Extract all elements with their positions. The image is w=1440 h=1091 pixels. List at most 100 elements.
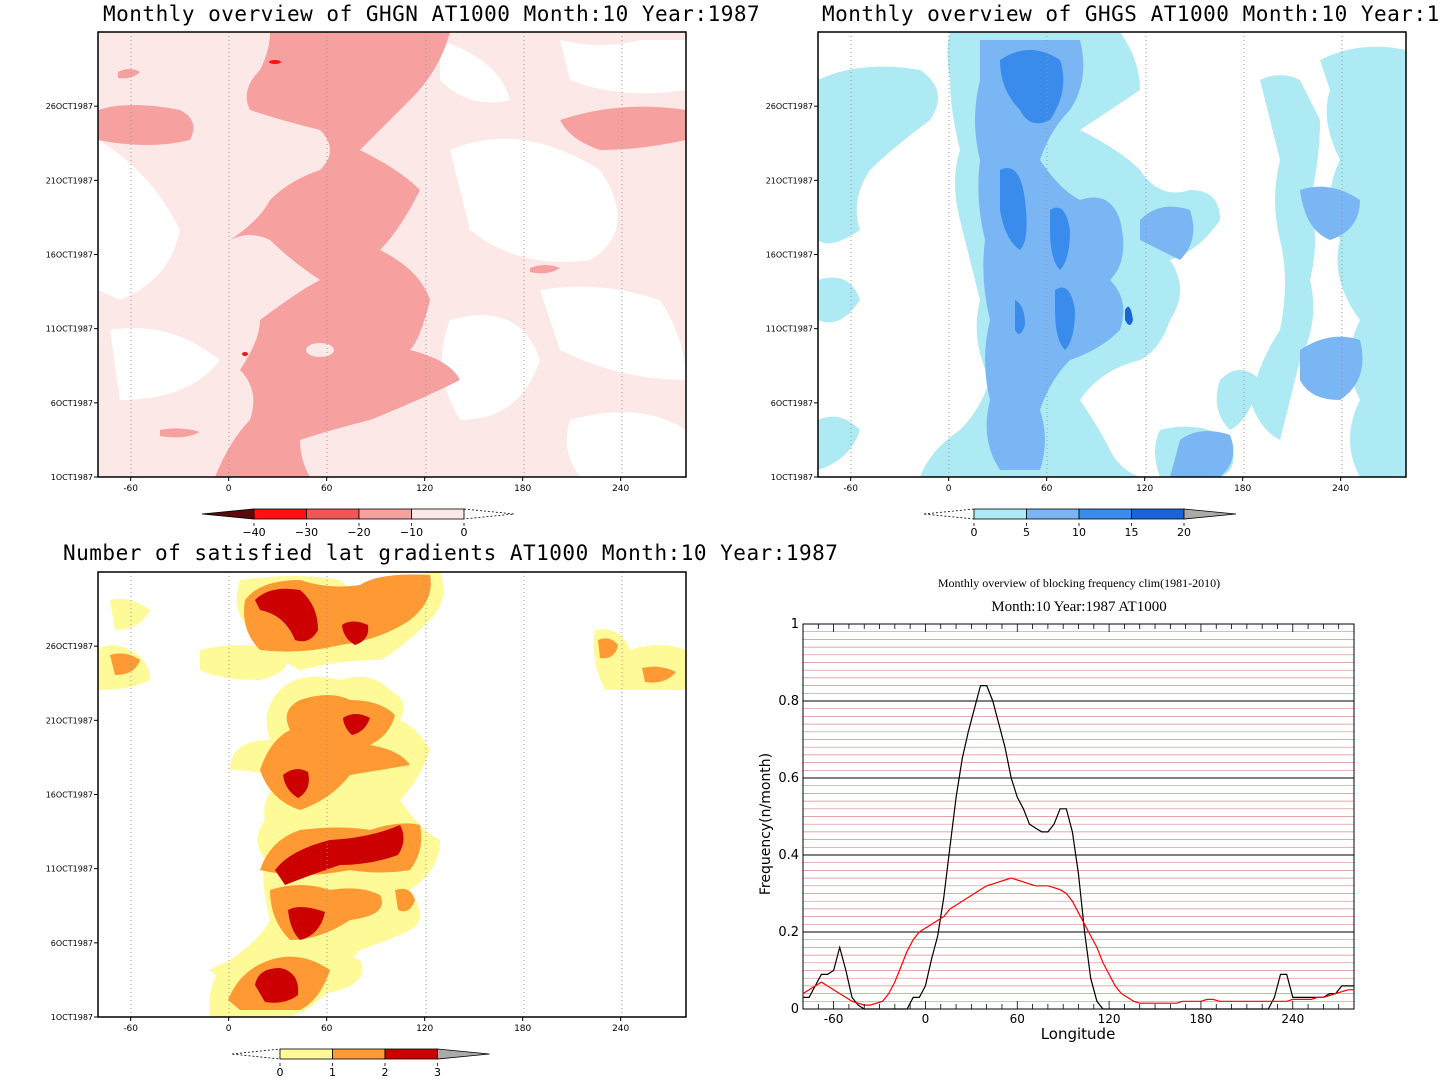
ghgn-heatmap: -60 0 60 120 180 240 1OCT1987 6OCT1987 11OCT1987…: [46, 31, 687, 539]
x-tick-label: 0: [226, 484, 232, 494]
y-tick-label: 0.2: [778, 925, 799, 940]
ghgs-title: Monthly overview of GHGS AT1000 Month:10…: [822, 2, 1440, 26]
y-tick-label: 0: [791, 1002, 799, 1017]
x-tick-label: 240: [612, 484, 629, 494]
colorbar-segment: [411, 508, 465, 520]
x-tick-label: 120: [416, 1024, 433, 1034]
y-tick-label: 16OCT1987: [46, 791, 93, 800]
x-tick-label: 180: [1189, 1012, 1212, 1026]
colorbar-right-arrow: [463, 508, 515, 520]
y-tick-label: 1OCT1987: [51, 1013, 93, 1022]
y-tick-label: 11OCT1987: [766, 325, 813, 334]
y-tick-label: 0.8: [778, 694, 799, 709]
colorbar-label: −30: [295, 526, 318, 539]
colorbar-segment: [1078, 508, 1132, 520]
x-tick-label: 60: [1010, 1012, 1025, 1026]
panel-ghgs: Monthly overview of GHGS AT1000 Month:10…: [720, 0, 1440, 540]
colorbar-segment: [1026, 508, 1080, 520]
y-tick-label: 6OCT1987: [51, 939, 93, 948]
panel-freq: Monthly overview of blocking frequency c…: [720, 540, 1440, 1091]
colorbar-right-arrow: [437, 1048, 490, 1060]
colorbar-left-arrow: [201, 508, 255, 520]
freq-title: Monthly overview of blocking frequency c…: [938, 576, 1220, 590]
x-tick-label: -60: [123, 484, 138, 494]
lat-axes: -60 0 60 120 180 240 1OCT1987 6OCT1987 11OCT1987…: [46, 642, 630, 1034]
x-tick-label: 120: [1098, 1012, 1121, 1026]
x-tick-label: 120: [416, 484, 433, 494]
colorbar-left-arrow: [923, 508, 975, 520]
colorbar-label: 20: [1177, 526, 1191, 539]
freq-ylabel: Frequency(n/month): [758, 753, 774, 895]
y-tick-label: 21OCT1987: [46, 176, 93, 185]
x-tick-label: 240: [1332, 484, 1349, 494]
y-tick-label: 6OCT1987: [771, 399, 813, 408]
colorbar-segment: [384, 1048, 438, 1060]
ghgs-colorbar: 0 5 10 15 20: [923, 508, 1237, 539]
colorbar-label: 3: [434, 1066, 441, 1079]
x-tick-label: -60: [824, 1012, 844, 1026]
colorbar-right-arrow: [1183, 508, 1237, 520]
freq-axes: -60 0 60 120 180 240 0 0.2 0.4 0.6 0.8 1: [778, 617, 1355, 1026]
y-tick-label: 16OCT1987: [46, 251, 93, 260]
y-tick-label: 1OCT1987: [771, 473, 813, 482]
ghgn-title: Monthly overview of GHGN AT1000 Month:10…: [103, 2, 761, 26]
colorbar-segment: [306, 508, 360, 520]
x-tick-label: 240: [1281, 1012, 1304, 1026]
colorbar-label: 5: [1023, 526, 1030, 539]
freq-xlabel: Longitude: [1041, 1025, 1116, 1043]
y-tick-label: 1OCT1987: [51, 473, 93, 482]
y-tick-label: 1: [791, 617, 799, 632]
colorbar-label: −10: [400, 526, 423, 539]
y-tick-label: 26OCT1987: [46, 102, 93, 111]
freq-subtitle: Month:10 Year:1987 AT1000: [991, 599, 1166, 615]
colorbar-label: 0: [461, 526, 468, 539]
colorbar-segment: [253, 508, 307, 520]
colorbar-label: 15: [1125, 526, 1139, 539]
colorbar-label: −40: [242, 526, 265, 539]
x-tick-label: -60: [123, 1024, 138, 1034]
colorbar-label: 10: [1072, 526, 1086, 539]
lat-colorbar: 0 1 2 3: [231, 1048, 490, 1079]
x-tick-label: 120: [1136, 484, 1153, 494]
colorbar-segment: [279, 1048, 333, 1060]
x-tick-label: 60: [321, 484, 333, 494]
y-tick-label: 26OCT1987: [766, 102, 813, 111]
x-tick-label: 60: [321, 1024, 333, 1034]
colorbar-label: 1: [329, 1066, 336, 1079]
y-tick-label: 16OCT1987: [766, 251, 813, 260]
y-tick-label: 21OCT1987: [766, 176, 813, 185]
y-tick-label: 11OCT1987: [46, 865, 93, 874]
y-tick-label: 21OCT1987: [46, 716, 93, 725]
x-tick-label: 180: [514, 1024, 531, 1034]
colorbar-label: 0: [277, 1066, 284, 1079]
x-tick-label: 60: [1041, 484, 1053, 494]
ghgn-colorbar: −40 −30 −20 −10 0: [201, 508, 515, 539]
panel-ghgn: Monthly overview of GHGN AT1000 Month:10…: [0, 0, 760, 540]
colorbar-segment: [332, 1048, 386, 1060]
freq-grid: [802, 623, 1355, 1010]
colorbar-label: 0: [971, 526, 978, 539]
colorbar-segment: [1131, 508, 1185, 520]
x-tick-label: -60: [843, 484, 858, 494]
y-tick-label: 0.4: [778, 848, 799, 863]
x-tick-label: 180: [1234, 484, 1251, 494]
y-tick-label: 11OCT1987: [46, 325, 93, 334]
ghgs-axes: -60 0 60 120 180 240 1OCT1987 6OCT1987 11OCT1987…: [766, 102, 1350, 494]
panel-lat: Number of satisfied lat gradients AT1000…: [0, 540, 838, 1091]
x-tick-label: 180: [514, 484, 531, 494]
lat-title: Number of satisfied lat gradients AT1000…: [63, 541, 839, 565]
colorbar-label: 2: [382, 1066, 389, 1079]
lat-heatmap: -60 0 60 120 180 2401OCT19876OCT198711OCT1987…: [46, 571, 687, 1079]
colorbar-label: −20: [347, 526, 370, 539]
x-tick-label: 0: [922, 1012, 930, 1026]
x-tick-label: 240: [612, 1024, 629, 1034]
x-tick-label: 0: [946, 484, 952, 494]
colorbar-segment: [973, 508, 1027, 520]
colorbar-segment: [358, 508, 412, 520]
freq-line-chart: Monthly overview of blocking frequency c…: [758, 576, 1355, 1043]
ghgn-axes: -60 0 60 120 180 240 1OCT1987 6OCT1987 11OCT1987…: [46, 102, 630, 494]
series-line-red: [802, 877, 1354, 1006]
x-tick-label: 0: [226, 1024, 232, 1034]
y-tick-label: 6OCT1987: [51, 399, 93, 408]
ghgs-heatmap: -60 0 60 120 180 240 1OCT1987 6OCT1987 11OCT1987…: [766, 31, 1407, 539]
